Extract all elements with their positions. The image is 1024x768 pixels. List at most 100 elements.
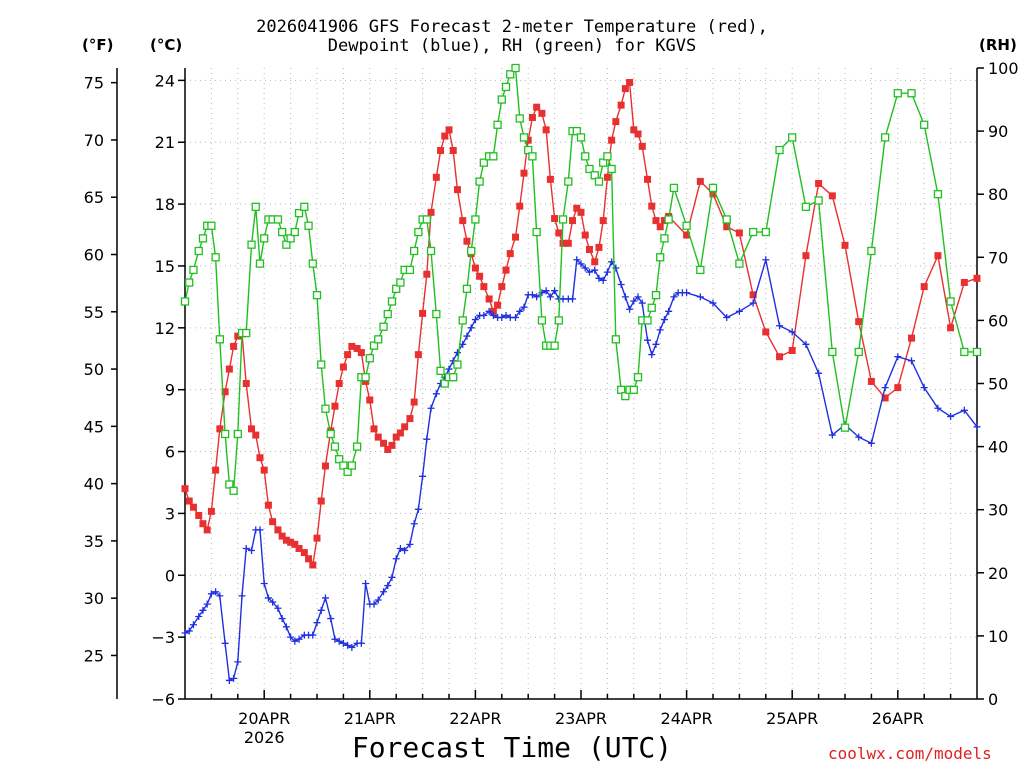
dewpoint-point	[423, 435, 431, 443]
temperature-point	[471, 264, 479, 272]
rh-point	[365, 354, 374, 363]
rh-point	[462, 284, 472, 294]
fahrenheit-tick-label: 75	[84, 74, 104, 93]
rh-point	[321, 404, 330, 413]
x-tick-label: 23APR	[555, 709, 607, 728]
temperature-point	[815, 179, 823, 187]
dewpoint-point	[199, 606, 207, 614]
dewpoint-point	[414, 505, 422, 513]
dewpoint-point	[445, 365, 453, 373]
celsius-tick-label: 15	[155, 257, 175, 276]
rh-point	[422, 215, 431, 224]
dewpoint-point	[256, 526, 264, 534]
rh-point	[335, 455, 344, 464]
dewpoint-point	[648, 351, 656, 359]
temperature-point	[881, 394, 889, 402]
dewpoint-point	[634, 293, 642, 301]
fahrenheit-axis-label: (°F)	[82, 36, 114, 54]
rh-point	[972, 347, 982, 357]
dewpoint-point	[920, 384, 928, 392]
rh-tick-label: 100	[988, 59, 1019, 78]
celsius-tick-label: 18	[155, 195, 175, 214]
dewpoint-point	[947, 412, 955, 420]
rh-point	[387, 297, 397, 306]
dewpoint-point	[264, 594, 272, 602]
rh-tick-label: 0	[988, 690, 998, 709]
dewpoint-point	[362, 580, 370, 588]
temperature-point	[603, 173, 611, 181]
temperature-point	[300, 549, 308, 557]
temperature-point	[538, 109, 546, 117]
rh-point	[225, 480, 234, 489]
rh-point	[669, 183, 679, 193]
rh-point	[664, 215, 673, 224]
celsius-tick-label: 0	[165, 566, 175, 585]
rh-point	[946, 297, 955, 306]
rh-point	[501, 82, 511, 92]
dewpoint-point	[410, 520, 418, 528]
temperature-point	[841, 241, 849, 249]
rh-point	[722, 215, 731, 224]
rh-point	[220, 429, 230, 439]
rh-point	[506, 70, 515, 79]
dewpoint-point	[269, 598, 277, 606]
rh-point	[352, 442, 362, 451]
temperature-point	[855, 318, 863, 326]
rh-point	[242, 328, 251, 338]
dewpoint-point	[344, 641, 352, 649]
rh-point	[396, 278, 405, 287]
temperature-point	[274, 526, 282, 534]
temperature-point	[282, 536, 290, 544]
temperature-point	[414, 351, 422, 359]
rh-point	[405, 265, 415, 275]
temperature-point	[185, 497, 193, 505]
dewpoint-point	[644, 336, 652, 344]
dewpoint-point	[489, 311, 497, 319]
dewpoint-point	[815, 369, 823, 377]
temperature-point	[357, 349, 365, 357]
dewpoint-point	[626, 305, 634, 313]
dewpoint-point	[248, 547, 256, 555]
dewpoint-point	[374, 596, 382, 604]
dewpoint-point	[370, 600, 378, 608]
temperature-point	[489, 307, 497, 315]
temperature-point	[776, 353, 784, 361]
rh-tick-label: 20	[988, 564, 1008, 583]
temperature-point	[569, 217, 577, 225]
dewpoint-point	[908, 357, 916, 365]
rh-point	[647, 303, 656, 312]
temperature-point	[449, 146, 457, 154]
temperature-point	[894, 384, 902, 392]
dewpoint-point	[207, 590, 215, 598]
rh-point	[426, 246, 436, 256]
dewpoint-point	[735, 307, 743, 315]
x-tick-label: 21APR	[344, 709, 396, 728]
rh-point	[696, 265, 705, 275]
dewpoint-point	[309, 631, 317, 639]
dewpoint-point	[573, 256, 581, 264]
rh-point	[519, 133, 529, 142]
temperature-point	[934, 252, 942, 260]
temperature-point	[432, 173, 440, 181]
rh-point	[656, 253, 665, 262]
dewpoint-point	[516, 307, 524, 315]
rh-point	[564, 177, 573, 186]
dewpoint-point	[467, 324, 475, 332]
rh-point	[247, 240, 256, 249]
dewpoint-point	[569, 295, 577, 303]
dewpoint-point	[512, 314, 520, 322]
celsius-tick-label: 9	[165, 381, 175, 400]
dewpoint-point	[595, 274, 603, 282]
rh-point	[312, 291, 322, 300]
dewpoint-point	[392, 555, 400, 563]
rh-tick-label: 30	[988, 501, 1008, 520]
rh-point	[682, 221, 691, 230]
dewpoint-point	[260, 580, 268, 588]
rh-point	[550, 341, 559, 350]
chart-title-line-1: 2026041906 GFS Forecast 2-meter Temperat…	[256, 17, 768, 37]
rh-point	[229, 486, 238, 495]
temperature-point	[321, 462, 329, 470]
rh-point	[748, 227, 758, 237]
temperature-point	[207, 507, 215, 515]
temperature-point	[437, 146, 445, 154]
